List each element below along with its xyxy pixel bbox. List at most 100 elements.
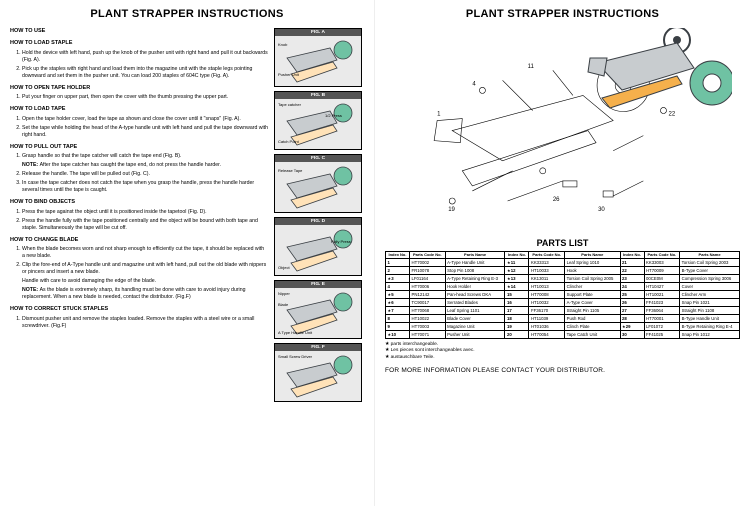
figure-title: FIG. D	[275, 218, 361, 225]
cell-index: ★29	[620, 323, 644, 331]
cell-partname: Snap Pin 1021	[680, 299, 740, 307]
cell-index: 25	[620, 291, 644, 299]
figure-label: Release Tape	[278, 168, 302, 173]
figure-label: Blade	[278, 302, 288, 307]
cell-code: LF01164	[410, 275, 446, 283]
sec-load-staple: HOW TO LOAD STAPLE	[10, 40, 268, 47]
parts-list-title: PARTS LIST	[385, 238, 740, 248]
figure-title: FIG. F	[275, 344, 361, 351]
cell-code: TC90017	[410, 299, 446, 307]
cell-code: KK33003	[644, 259, 680, 267]
cell-partname: Magazine Unit	[445, 323, 505, 331]
cell-code: FF36064	[644, 307, 680, 315]
instruction-text: HOW TO USE HOW TO LOAD STAPLE Hold the d…	[10, 28, 268, 402]
figure-E: FIG. E NipperBladeA Type Handle Unit	[274, 280, 362, 339]
list-load-tape: Open the tape holder cover, load the tap…	[10, 116, 268, 139]
figure-B: FIG. B Tape catcher1/2 PressCatch Point	[274, 91, 362, 150]
figure-label: Pusher Unit	[278, 72, 299, 77]
cell-code: FR10078	[410, 267, 446, 275]
cell-index: ★11	[505, 259, 529, 267]
figure-label: Knob	[278, 42, 287, 47]
cell-index: 4	[386, 283, 410, 291]
svg-text:11: 11	[527, 65, 534, 71]
figure-title: FIG. B	[275, 92, 361, 99]
th-index-2: Index No.	[505, 251, 529, 258]
table-row: 4HT70006Hook Holder★14HT10013Clincher24H…	[386, 283, 740, 291]
table-row: ★3LF01164A-Type Retaining Ring E-3★13KK1…	[386, 275, 740, 283]
figure-body: Knob Pusher Unit	[275, 36, 361, 86]
cell-code: HT10427	[644, 283, 680, 291]
cell-partname: Pusher Unit	[445, 331, 505, 339]
sec-load-tape: HOW TO LOAD TAPE	[10, 106, 268, 113]
th-index-1: Index No.	[386, 251, 410, 258]
list-item: Put your finger on upper part, then open…	[22, 94, 268, 101]
list-item: Set the tape while holding the head of t…	[22, 125, 268, 139]
cell-index: 9	[386, 323, 410, 331]
figure-F: FIG. F Small Screw Driver	[274, 343, 362, 402]
cell-index: 17	[505, 307, 529, 315]
sec-stuck-staples: HOW TO CORRECT STUCK STAPLES	[10, 306, 268, 313]
cell-partname: Stop Pin 1008	[445, 267, 505, 275]
parts-table: Index No. Parts Code No. Parts Name Inde…	[385, 251, 740, 339]
cell-partname: Torsion Coil Spring 2003	[680, 259, 740, 267]
cell-code: HT01036	[529, 323, 565, 331]
figure-D: FIG. D ObjectFully Press	[274, 217, 362, 276]
list-item: Release the handle. The tape will be pul…	[22, 171, 268, 178]
cell-index: 23	[620, 275, 644, 283]
cell-partname: B-Type Handle Unit	[680, 315, 740, 323]
list-change-blade: When the blade becomes worn and not shar…	[10, 246, 268, 276]
list-item: In case the tape catcher does not catch …	[22, 180, 268, 194]
left-body: HOW TO USE HOW TO LOAD STAPLE Hold the d…	[10, 28, 364, 402]
list-item: Hold the device with left hand, push up …	[22, 50, 268, 64]
footnote-line: ★ austauschbare Teile.	[385, 355, 740, 361]
cell-partname: Compression Spring 3006	[680, 275, 740, 283]
figure-title: FIG. E	[275, 281, 361, 288]
cell-code: HT10013	[529, 283, 565, 291]
cell-code: HT70006	[410, 283, 446, 291]
cell-partname: Tape Catch Unit	[565, 331, 620, 339]
cell-code: HT11039	[529, 315, 565, 323]
cell-index: ★7	[386, 307, 410, 315]
cell-index: ★3	[386, 275, 410, 283]
cell-index: ★10	[386, 331, 410, 339]
table-row: 9HT70003Magazine Unit19HT01036Clinch Pla…	[386, 323, 740, 331]
figure-label: Tape catcher	[278, 102, 301, 107]
cell-partname: Pan-head Screws DKA	[445, 291, 505, 299]
note-blade-2-text: As the blade is extremely sharp, its han…	[22, 287, 245, 300]
table-row: 1HT70002A-Type Handle Unit★11KK33313Leaf…	[386, 259, 740, 267]
cell-code: 00CE0M	[644, 275, 680, 283]
list-item: Press the tape against the object until …	[22, 209, 268, 216]
cell-code: HT70003	[410, 323, 446, 331]
list-bind-objects: Press the tape against the object until …	[10, 209, 268, 232]
footnotes: ★ parts interchangeable.★ Les pieces son…	[385, 342, 740, 361]
table-row: ★10HT70071Pusher Unit20HT70054Tape Catch…	[386, 331, 740, 339]
cell-code: HT10022	[410, 315, 446, 323]
cell-index: 18	[505, 315, 529, 323]
figure-body: Release Tape	[275, 162, 361, 212]
list-item: Pick up the staples with right hand and …	[22, 66, 268, 80]
cell-code: HT70008	[529, 291, 565, 299]
svg-text:30: 30	[598, 207, 605, 213]
cell-index: 16	[505, 299, 529, 307]
figure-body: ObjectFully Press	[275, 225, 361, 275]
th-code-2: Parts Code No.	[529, 251, 565, 258]
cell-index: 27	[620, 307, 644, 315]
list-pull-out-1: Grasp handle so that the tape catcher wi…	[10, 153, 268, 160]
figure-label: Catch Point	[278, 139, 299, 144]
cell-code: HT10032	[529, 299, 565, 307]
cell-code: HT70054	[529, 331, 565, 339]
cell-partname: A-Type Handle Unit	[445, 259, 505, 267]
cell-partname: Torsion Coil Spring 2005	[565, 275, 620, 283]
cell-index: 19	[505, 323, 529, 331]
cell-partname: Clinch Plate	[565, 323, 620, 331]
table-row: ★6TC90017Serrated Blades16HT10032A-Type …	[386, 299, 740, 307]
cell-index: 22	[620, 267, 644, 275]
th-index-3: Index No.	[620, 251, 644, 258]
cell-index: 20	[505, 331, 529, 339]
cell-index: 30	[620, 331, 644, 339]
figure-body: NipperBladeA Type Handle Unit	[275, 288, 361, 338]
cell-partname: Hook	[565, 267, 620, 275]
cell-index: ★12	[505, 267, 529, 275]
th-code-1: Parts Code No.	[410, 251, 446, 258]
tool-photo	[582, 28, 732, 123]
